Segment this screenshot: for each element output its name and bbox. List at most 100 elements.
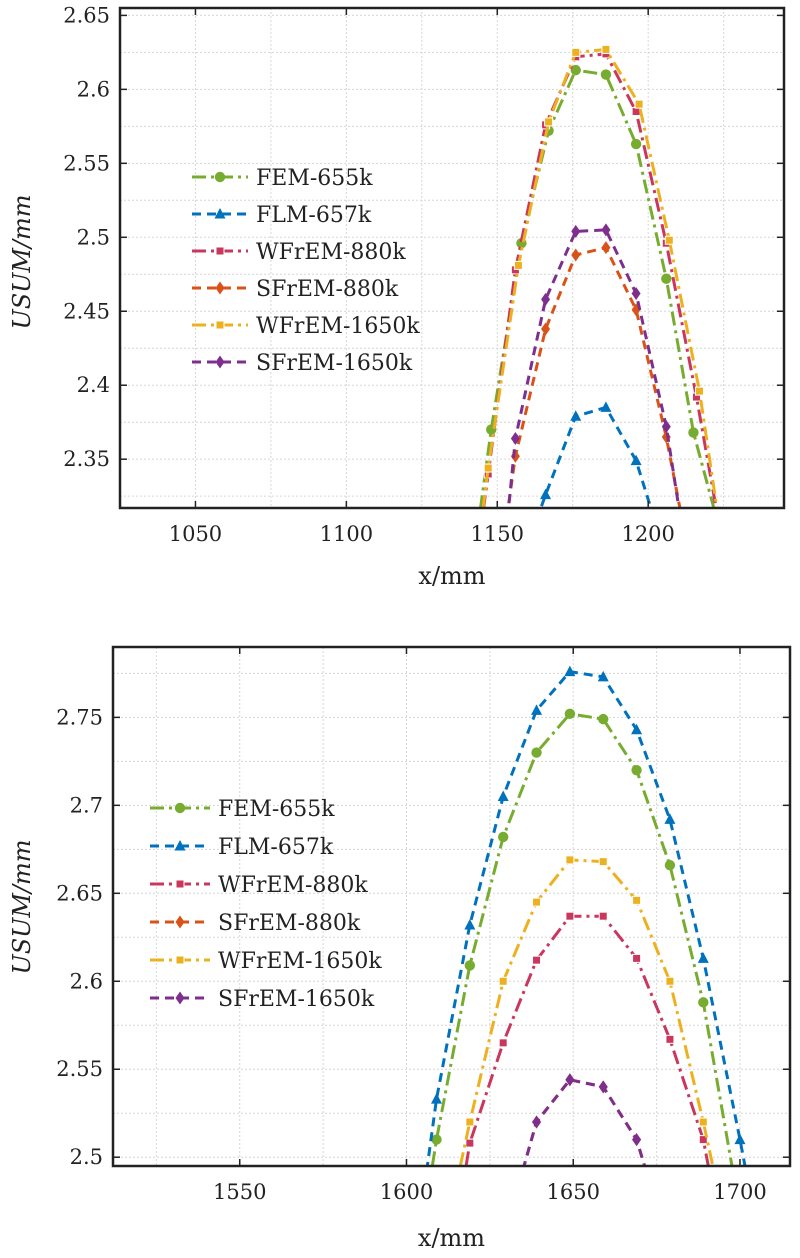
data-point-FEM-655k: [598, 713, 609, 725]
data-point-SFrEM-880k: [601, 241, 611, 255]
data-point-WFrEM-1650k: [498, 976, 508, 986]
data-point-WFrEM-1650k: [513, 260, 523, 270]
x-tick-label: 1050: [169, 522, 222, 546]
data-point-WFrEM-1650k: [532, 897, 542, 907]
series-FLM-657k: [425, 665, 747, 1166]
series-SFrEM-1650k: [522, 1073, 668, 1234]
data-point-WFrEM-1650k: [664, 235, 674, 245]
data-point-FLM-657k: [600, 401, 612, 412]
data-point-FEM-655k: [564, 708, 576, 720]
series-WFrEM-1650k: [481, 44, 725, 537]
data-point-WFrEM-1650k: [726, 1241, 734, 1249]
data-point-SFrEM-1650k: [631, 287, 641, 301]
data-point-WFrEM-1650k: [634, 99, 644, 109]
y-tick-label: 2.7: [70, 793, 103, 817]
plot-frame: [118, 6, 786, 510]
data-point-FLM-657k: [497, 790, 509, 802]
series-line-SFrEM-1650k: [507, 228, 681, 508]
legend-label: WFrEM-880k: [218, 873, 368, 898]
data-point-SFrEM-880k: [541, 322, 551, 336]
legend-marker: [215, 246, 225, 256]
legend-label: FEM-655k: [256, 166, 373, 191]
data-point-FEM-655k: [497, 831, 509, 843]
legend-label: SFrEM-1650k: [256, 351, 413, 376]
y-tick-label: 2.65: [63, 3, 110, 27]
data-point-SFrEM-1650k: [601, 223, 611, 237]
y-tick-label: 2.6: [77, 77, 110, 101]
data-point-FLM-657k: [564, 665, 576, 677]
series-line-SFrEM-1650k: [522, 1078, 647, 1166]
legend-item: FLM-657k: [150, 835, 334, 860]
data-point-WFrEM-880k: [532, 955, 542, 965]
legend-item: SFrEM-880k: [192, 277, 399, 302]
legend-item: FLM-657k: [192, 203, 372, 228]
legend-marker: [174, 802, 186, 814]
legend-item: SFrEM-1650k: [192, 351, 413, 376]
data-point-SFrEM-1650k: [659, 1221, 668, 1234]
data-point-SFrEM-880k: [659, 1221, 668, 1234]
x-tick-label: 1100: [320, 522, 373, 546]
data-point-WFrEM-1650k: [632, 895, 642, 905]
legend-marker: [175, 991, 185, 1005]
data-point-WFrEM-1650k: [598, 857, 608, 867]
legend: FEM-655k FLM-657k WFrEM-880k SFrEM-880k WFrE…: [192, 166, 420, 376]
legend-marker: [175, 955, 185, 965]
data-point-WFrEM-880k: [632, 953, 642, 963]
y-tick-label: 2.45: [63, 299, 110, 323]
series-line-FLM-657k: [425, 670, 747, 1166]
data-point-WFrEM-880k: [565, 911, 575, 921]
legend-marker: [215, 320, 225, 330]
data-point-FEM-655k: [464, 960, 476, 971]
data-point-SFrEM-1650k: [565, 1073, 575, 1087]
data-point-FLM-657k: [664, 813, 676, 824]
data-point-SFrEM-1650k: [632, 1133, 642, 1147]
legend-item: FEM-655k: [150, 797, 335, 822]
data-point-WFrEM-1650k: [571, 47, 581, 57]
legend-marker: [215, 355, 225, 369]
y-tick-label: 2.55: [63, 151, 110, 175]
data-point-FEM-655k: [715, 528, 725, 538]
data-point-FLM-657k: [464, 918, 476, 930]
data-point-SFrEM-1650k: [532, 1115, 542, 1129]
data-point-SFrEM-1650k: [598, 1080, 608, 1094]
y-tick-label: 2.55: [56, 1057, 103, 1081]
legend-marker: [175, 915, 185, 929]
legend-label: FLM-657k: [256, 203, 372, 228]
data-point-FEM-655k: [570, 64, 581, 76]
data-point-WFrEM-880k: [631, 107, 641, 117]
data-point-SFrEM-1650k: [571, 224, 581, 238]
y-tick-label: 2.35: [63, 447, 110, 471]
data-point-FEM-655k: [688, 427, 699, 438]
series-line-SFrEM-880k: [506, 246, 682, 508]
data-point-FLM-657k: [697, 952, 709, 963]
data-point-FEM-655k: [630, 138, 642, 150]
data-point-WFrEM-1650k: [694, 386, 704, 396]
data-point-SFrEM-1650k: [499, 556, 508, 569]
series-layer: [479, 44, 725, 569]
data-point-FEM-655k: [431, 1134, 442, 1145]
data-point-WFrEM-1650k: [717, 529, 725, 537]
legend-marker: [215, 281, 225, 295]
data-point-FLM-657k: [430, 1093, 442, 1104]
data-point-WFrEM-880k: [698, 1135, 708, 1145]
data-point-WFrEM-880k: [719, 1241, 727, 1249]
chart-2: 1550 1600 1650 1700 2.5 2.55 2.6 2.65 2.7 2.75 x/m…: [8, 645, 792, 1252]
x-axis-label: x/mm: [418, 1224, 485, 1252]
data-point-SFrEM-880k: [571, 248, 581, 262]
data-point-FLM-657k: [734, 1133, 746, 1145]
data-point-SFrEM-1650k: [541, 292, 551, 306]
data-point-FLM-657k: [570, 410, 582, 421]
data-point-WFrEM-1650k: [565, 855, 575, 865]
plot-area: [120, 8, 784, 508]
legend-label: FLM-657k: [218, 835, 334, 860]
legend: FEM-655k FLM-657k WFrEM-880k SFrEM-880k WFrE…: [150, 797, 382, 1012]
y-tick-label: 2.65: [56, 881, 103, 905]
x-tick-label: 1700: [713, 1180, 766, 1204]
y-tick-label: 2.5: [77, 225, 110, 249]
plot-area: [113, 647, 790, 1166]
data-point-FEM-655k: [661, 273, 672, 284]
data-point-FEM-655k: [631, 764, 642, 776]
y-tick-label: 2.75: [56, 705, 103, 729]
y-tick-label: 2.5: [70, 1145, 103, 1169]
